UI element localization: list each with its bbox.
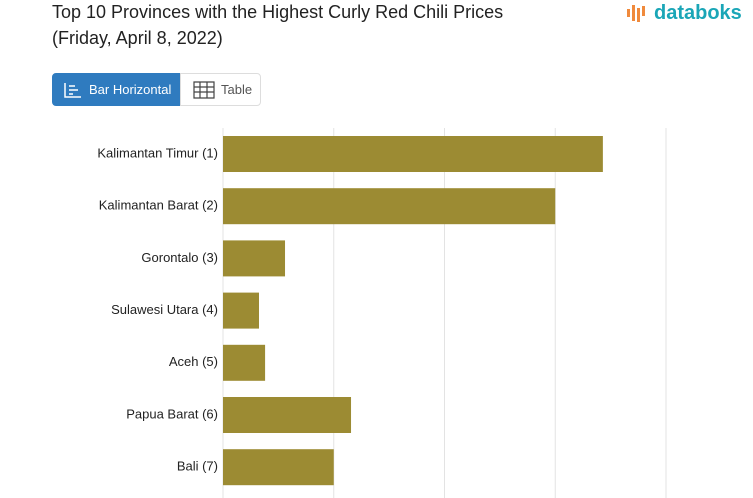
tab-label: Table	[221, 82, 253, 97]
bar	[223, 240, 286, 277]
y-tick-label: Aceh (5)	[169, 354, 218, 369]
bar	[223, 449, 334, 486]
table-icon	[193, 80, 215, 99]
y-tick-label: Sulawesi Utara (4)	[111, 302, 218, 317]
bar	[223, 344, 266, 381]
logo-icon	[627, 4, 645, 22]
tab-bar[interactable]: Bar Horizontal	[52, 73, 180, 106]
y-tick-label: Papua Barat (6)	[126, 406, 218, 421]
y-tick-label: Gorontalo (3)	[141, 250, 218, 265]
chart-subtitle: (Friday, April 8, 2022)	[52, 28, 223, 48]
logo-text: databoks	[654, 2, 742, 24]
bar	[223, 292, 259, 329]
bar	[223, 188, 556, 225]
logo[interactable]: databoks	[626, 2, 742, 25]
tab-label: Bar Horizontal	[89, 82, 172, 97]
chart-title: Top 10 Provinces with the Highest Curly …	[52, 2, 504, 22]
y-tick-label: Bali (7)	[177, 459, 218, 474]
bar-icon	[64, 82, 81, 98]
tab-table[interactable]: Table	[180, 73, 261, 106]
y-tick-label: Kalimantan Timur (1)	[97, 145, 218, 160]
bar	[223, 397, 352, 433]
y-tick-label: Kalimantan Barat (2)	[99, 198, 218, 213]
bar	[223, 136, 603, 172]
